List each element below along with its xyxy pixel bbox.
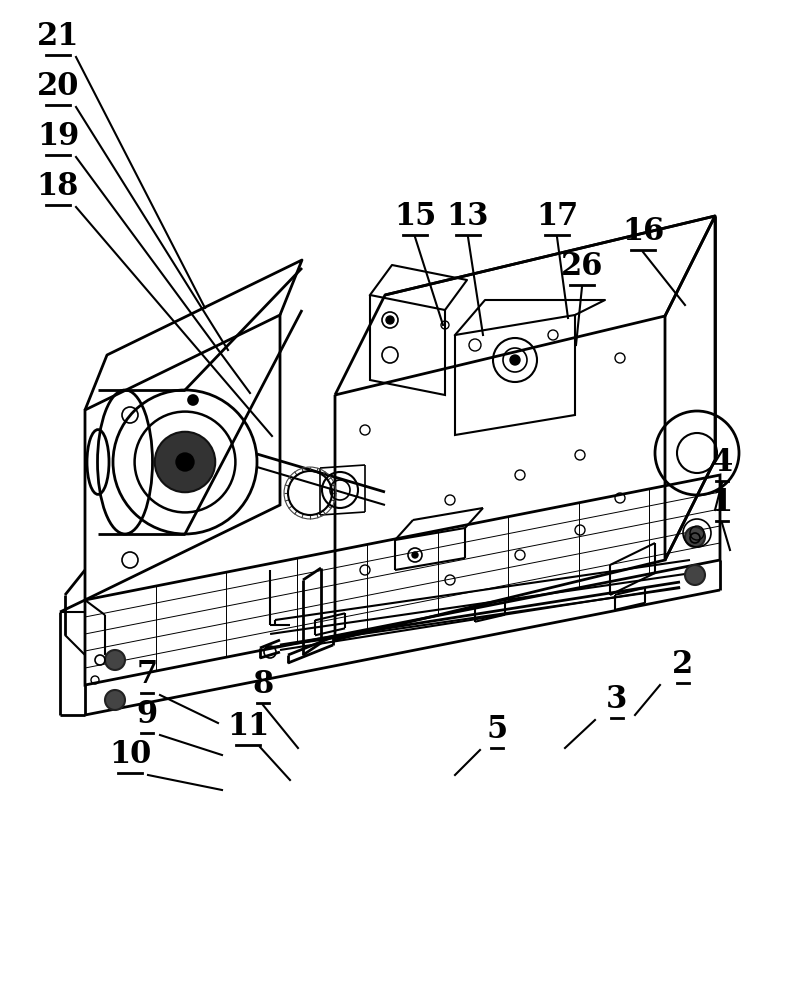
Text: 11: 11 xyxy=(227,711,269,742)
Text: 4: 4 xyxy=(711,447,733,478)
Circle shape xyxy=(510,355,520,365)
Text: 16: 16 xyxy=(622,216,664,247)
Circle shape xyxy=(155,432,215,492)
Circle shape xyxy=(176,453,193,471)
Text: 3: 3 xyxy=(606,684,628,715)
Text: 8: 8 xyxy=(252,669,273,700)
Text: 15: 15 xyxy=(394,201,436,232)
Text: 26: 26 xyxy=(561,251,604,282)
Circle shape xyxy=(386,316,394,324)
Text: 5: 5 xyxy=(486,714,507,745)
Text: 2: 2 xyxy=(672,649,693,680)
Text: 21: 21 xyxy=(37,21,79,52)
Circle shape xyxy=(188,395,198,405)
Text: 7: 7 xyxy=(137,659,158,690)
Text: 17: 17 xyxy=(536,201,578,232)
Text: 1: 1 xyxy=(711,487,733,518)
Text: 18: 18 xyxy=(37,171,79,202)
Text: 20: 20 xyxy=(37,71,79,102)
Text: 9: 9 xyxy=(137,699,158,730)
Circle shape xyxy=(685,527,705,547)
Text: 19: 19 xyxy=(37,121,79,152)
Circle shape xyxy=(412,552,418,558)
Text: 10: 10 xyxy=(109,739,151,770)
Text: 13: 13 xyxy=(447,201,489,232)
Circle shape xyxy=(105,690,125,710)
Circle shape xyxy=(685,565,705,585)
Circle shape xyxy=(105,650,125,670)
